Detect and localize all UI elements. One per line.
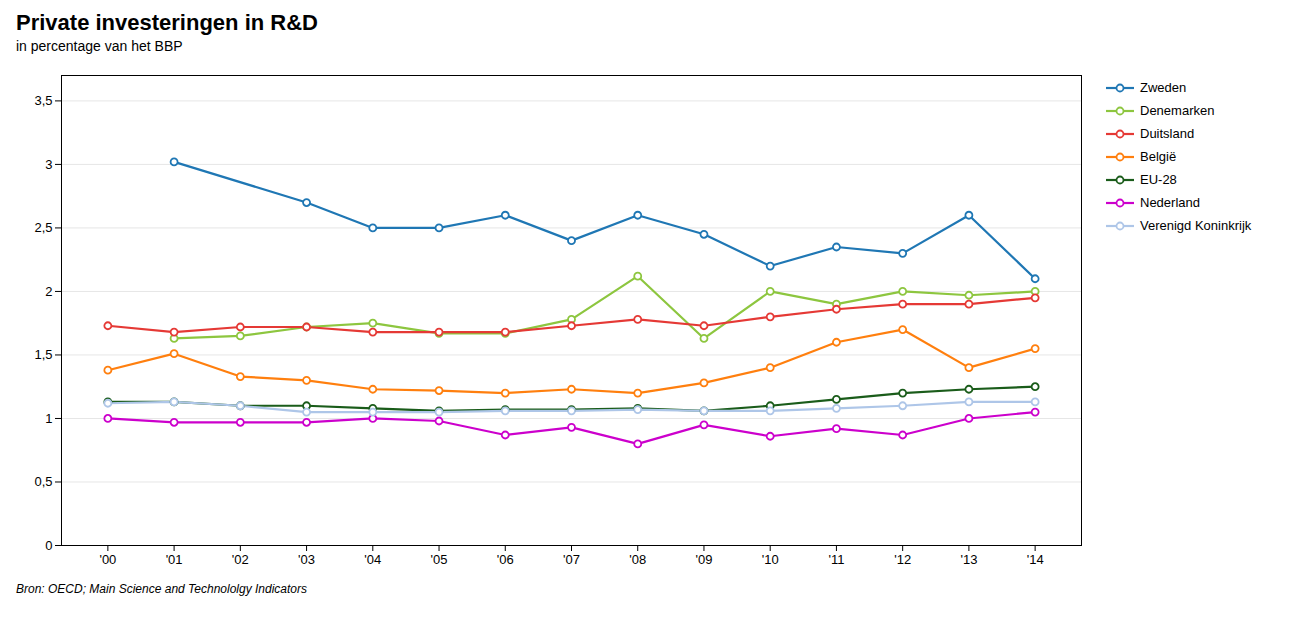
svg-text:'01: '01 xyxy=(166,552,183,567)
svg-text:'13: '13 xyxy=(960,552,977,567)
svg-text:1,5: 1,5 xyxy=(34,347,52,362)
svg-text:'07: '07 xyxy=(563,552,580,567)
svg-text:'10: '10 xyxy=(762,552,779,567)
svg-text:0,5: 0,5 xyxy=(34,474,52,489)
svg-text:'03: '03 xyxy=(298,552,315,567)
html-text:België: België xyxy=(1140,149,1177,164)
svg-text:2,5: 2,5 xyxy=(34,220,52,235)
svg-text:'11: '11 xyxy=(828,552,844,567)
html-text:Verenigd Koninkrijk: Verenigd Koninkrijk xyxy=(1140,218,1252,233)
svg-text:2: 2 xyxy=(45,284,52,299)
svg-text:'14: '14 xyxy=(1027,552,1044,567)
html-text:Bron: OECD; Main Science and T: Bron: OECD; Main Science and Technololgy… xyxy=(16,582,307,596)
html-text:Nederland: Nederland xyxy=(1140,195,1200,210)
svg-text:'09: '09 xyxy=(695,552,712,567)
svg-text:'08: '08 xyxy=(629,552,646,567)
html-text:Duitsland: Duitsland xyxy=(1140,126,1195,141)
svg-text:3: 3 xyxy=(45,157,52,172)
html-text:Denemarken: Denemarken xyxy=(1140,103,1215,118)
svg-text:'06: '06 xyxy=(497,552,514,567)
html-text:EU-28: EU-28 xyxy=(1140,172,1177,187)
svg-text:'12: '12 xyxy=(894,552,911,567)
svg-text:3,5: 3,5 xyxy=(34,93,52,108)
svg-text:'02: '02 xyxy=(232,552,249,567)
svg-text:0: 0 xyxy=(45,538,52,553)
svg-text:'04: '04 xyxy=(364,552,381,567)
svg-text:'00: '00 xyxy=(99,552,116,567)
svg-text:'05: '05 xyxy=(431,552,448,567)
html-text:Zweden: Zweden xyxy=(1140,80,1187,95)
html-text:Private investeringen in R&D: Private investeringen in R&D xyxy=(16,10,318,35)
svg-text:1: 1 xyxy=(45,411,52,426)
html-text:in percentage van het BBP: in percentage van het BBP xyxy=(16,38,183,54)
